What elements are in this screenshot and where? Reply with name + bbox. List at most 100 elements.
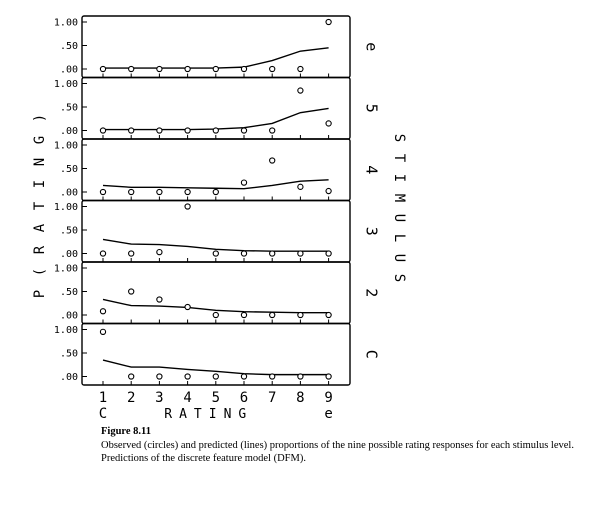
observed-point <box>128 188 135 196</box>
observed-point <box>325 311 332 319</box>
observed-point <box>269 127 276 134</box>
y-axis-label-char: N <box>32 158 48 166</box>
observed-point <box>128 65 135 73</box>
observed-point <box>99 250 107 257</box>
figure-caption-text: Observed (circles) and predicted (lines)… <box>101 440 574 464</box>
observed-point <box>156 127 163 134</box>
x-tick-label: 4 <box>183 390 191 406</box>
right-axis-label-char: U <box>391 254 407 262</box>
x-tick-label: 3 <box>155 390 163 406</box>
stimulus-level-label: 4 <box>363 165 381 174</box>
observed-point <box>269 311 276 319</box>
x-tick-label: 8 <box>296 390 304 406</box>
observed-point <box>212 373 219 380</box>
observed-point <box>212 188 219 196</box>
y-tick-label: 1.00 <box>54 79 78 90</box>
observed-point <box>269 157 276 164</box>
y-tick-label: .50 <box>60 349 78 360</box>
x-tick-label: 6 <box>240 390 248 406</box>
predicted-line <box>102 298 329 314</box>
y-tick-label: .00 <box>60 65 78 76</box>
observed-point <box>128 127 135 134</box>
observed-point <box>297 250 304 257</box>
observed-point <box>240 127 248 134</box>
right-axis-label-char: T <box>391 154 407 163</box>
y-tick-label: 1.00 <box>54 325 78 336</box>
right-axis-label-char: S <box>391 274 407 282</box>
x-tick-label: 5 <box>212 390 220 406</box>
observed-point <box>184 127 191 134</box>
observed-point <box>156 296 163 303</box>
y-tick-label: .00 <box>60 311 78 322</box>
y-tick-label: .50 <box>60 41 78 52</box>
observed-point <box>184 188 191 196</box>
stimulus-level-label: 5 <box>363 104 381 113</box>
predicted-line <box>102 359 329 376</box>
x-tick-label: 1 <box>99 390 107 406</box>
observed-point <box>325 187 332 195</box>
y-tick-label: 1.00 <box>54 141 78 152</box>
observed-point <box>297 87 304 94</box>
observed-point <box>99 188 107 196</box>
stimulus-level-label: C <box>363 350 381 359</box>
y-tick-label: .50 <box>60 226 78 237</box>
y-tick-label: .00 <box>60 188 78 199</box>
observed-point <box>128 288 135 295</box>
y-axis-label-char: ( <box>32 268 48 276</box>
observed-point <box>325 120 332 127</box>
figure-label: Figure 8.11 <box>101 426 151 437</box>
observed-point <box>269 65 276 73</box>
observed-point <box>240 250 248 257</box>
observed-point <box>297 183 304 190</box>
x-end-label: e <box>324 406 332 420</box>
observed-point <box>184 303 191 311</box>
y-axis-label-char: T <box>32 201 48 210</box>
observed-point <box>99 127 107 134</box>
observed-point <box>156 248 163 256</box>
y-tick-label: 1.00 <box>54 264 78 275</box>
predicted-line <box>103 107 329 131</box>
predicted-line <box>103 47 329 69</box>
observed-point <box>156 65 163 73</box>
y-tick-label: .00 <box>60 372 78 383</box>
figure-caption: Figure 8.11 Observed (circles) and predi… <box>101 425 581 465</box>
observed-point <box>184 65 191 73</box>
y-axis-label-char: G <box>32 136 48 144</box>
observed-point <box>240 311 248 319</box>
observed-point <box>212 65 219 73</box>
observed-point <box>99 328 107 335</box>
observed-point <box>99 65 107 73</box>
right-axis-label-char: I <box>391 174 407 182</box>
observed-point <box>99 308 107 315</box>
stimulus-level-label: e <box>363 42 381 51</box>
observed-point <box>325 18 332 26</box>
x-tick-label: 7 <box>268 390 276 406</box>
x-axis-label: RATING <box>164 407 253 420</box>
y-tick-label: .50 <box>60 103 78 114</box>
observed-point <box>269 373 276 380</box>
observed-point <box>297 373 304 380</box>
observed-point <box>297 65 304 73</box>
predicted-line <box>102 238 329 252</box>
right-axis-label-char: M <box>391 194 407 202</box>
observed-point <box>156 188 163 196</box>
y-tick-label: .00 <box>60 126 78 137</box>
stimulus-level-label: 3 <box>363 227 381 236</box>
stimulus-level-label: 2 <box>363 288 381 297</box>
y-tick-label: 1.00 <box>54 18 78 29</box>
x-end-label: C <box>99 406 107 420</box>
observed-point <box>212 311 219 319</box>
right-axis-label-char: S <box>391 134 407 142</box>
observed-point <box>212 250 219 257</box>
observed-point <box>325 373 332 380</box>
y-axis-label-char: ) <box>32 114 48 122</box>
y-axis-label-char: R <box>32 245 48 254</box>
x-tick-label: 2 <box>127 390 135 406</box>
observed-point <box>325 250 332 257</box>
y-tick-label: .00 <box>60 249 78 260</box>
y-axis-label-char: A <box>32 223 48 232</box>
chart: 1.00.50.00e1.00.50.0051.00.50.0041.00.50… <box>32 15 407 420</box>
y-tick-label: .50 <box>60 287 78 298</box>
y-axis-label-char: P <box>32 290 48 298</box>
observed-point <box>240 179 248 186</box>
